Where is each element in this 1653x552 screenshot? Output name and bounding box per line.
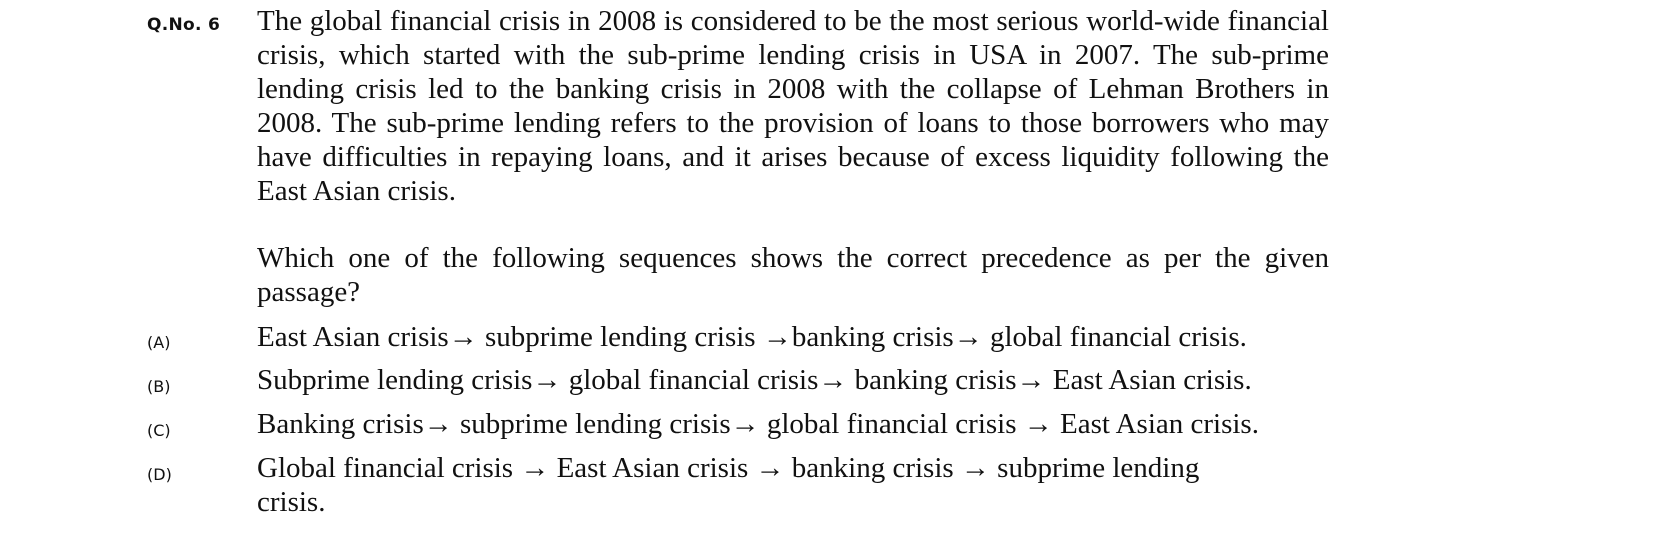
option-b-label: (B): [147, 377, 171, 396]
option-d-label: (D): [147, 465, 172, 484]
option-c-text: Banking crisis→ subprime lending crisis→…: [257, 408, 1259, 440]
option-a-text: East Asian crisis→ subprime lending cris…: [257, 321, 1247, 353]
option-b-text: Subprime lending crisis→ global financia…: [257, 364, 1252, 396]
option-a-label: (A): [147, 333, 171, 352]
question-prompt: Which one of the following sequences sho…: [257, 242, 1329, 308]
option-c-label: (C): [147, 421, 171, 440]
option-d-text: Global financial crisis → East Asian cri…: [257, 452, 1200, 518]
question-number: Q.No. 6: [147, 15, 221, 35]
question-passage: The global financial crisis in 2008 is c…: [257, 5, 1329, 207]
